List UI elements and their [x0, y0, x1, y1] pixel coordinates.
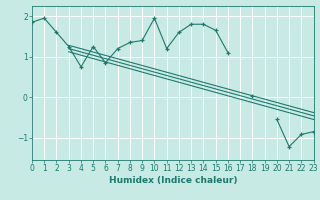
- X-axis label: Humidex (Indice chaleur): Humidex (Indice chaleur): [108, 176, 237, 185]
